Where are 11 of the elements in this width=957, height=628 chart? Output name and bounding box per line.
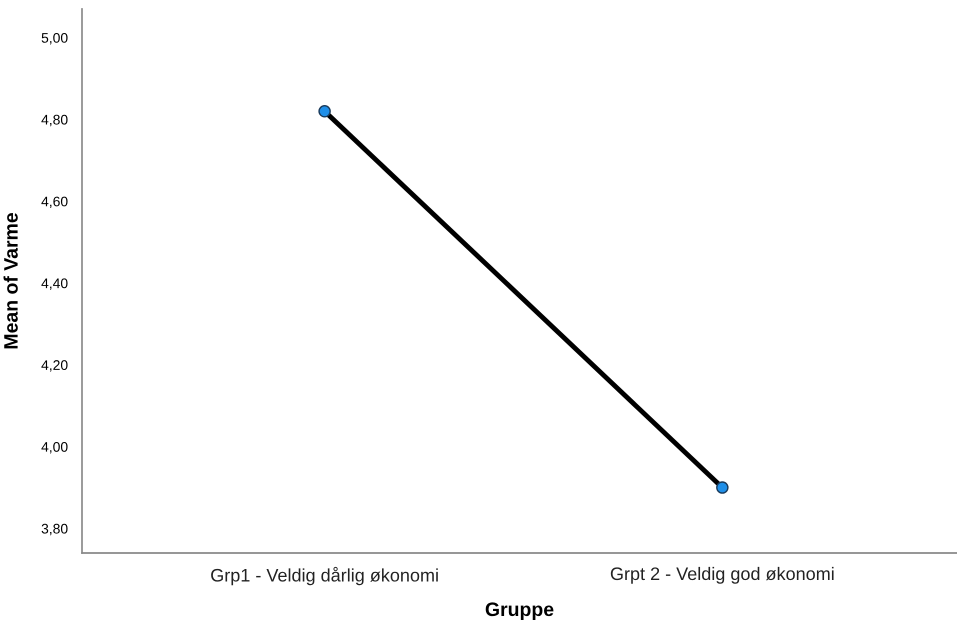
y-tick-label: 4,20	[41, 360, 68, 372]
y-tick-label: 3,80	[42, 524, 68, 536]
y-tick-label: 4,40	[41, 278, 68, 290]
y-axis-title: Mean of Varme	[4, 213, 18, 348]
y-tick-label: 4,80	[41, 114, 68, 126]
x-axis-title: Gruppe	[486, 602, 554, 620]
x-tick-label: Grp1 - Veldig dårlig økonomi	[211, 566, 438, 586]
x-tick-label: Grpt 2 - Veldig god økonomi	[610, 566, 834, 584]
y-tick-label: 4,60	[41, 196, 68, 208]
y-tick-label: 5,00	[42, 32, 68, 44]
y-tick-label: 4,00	[41, 442, 68, 454]
